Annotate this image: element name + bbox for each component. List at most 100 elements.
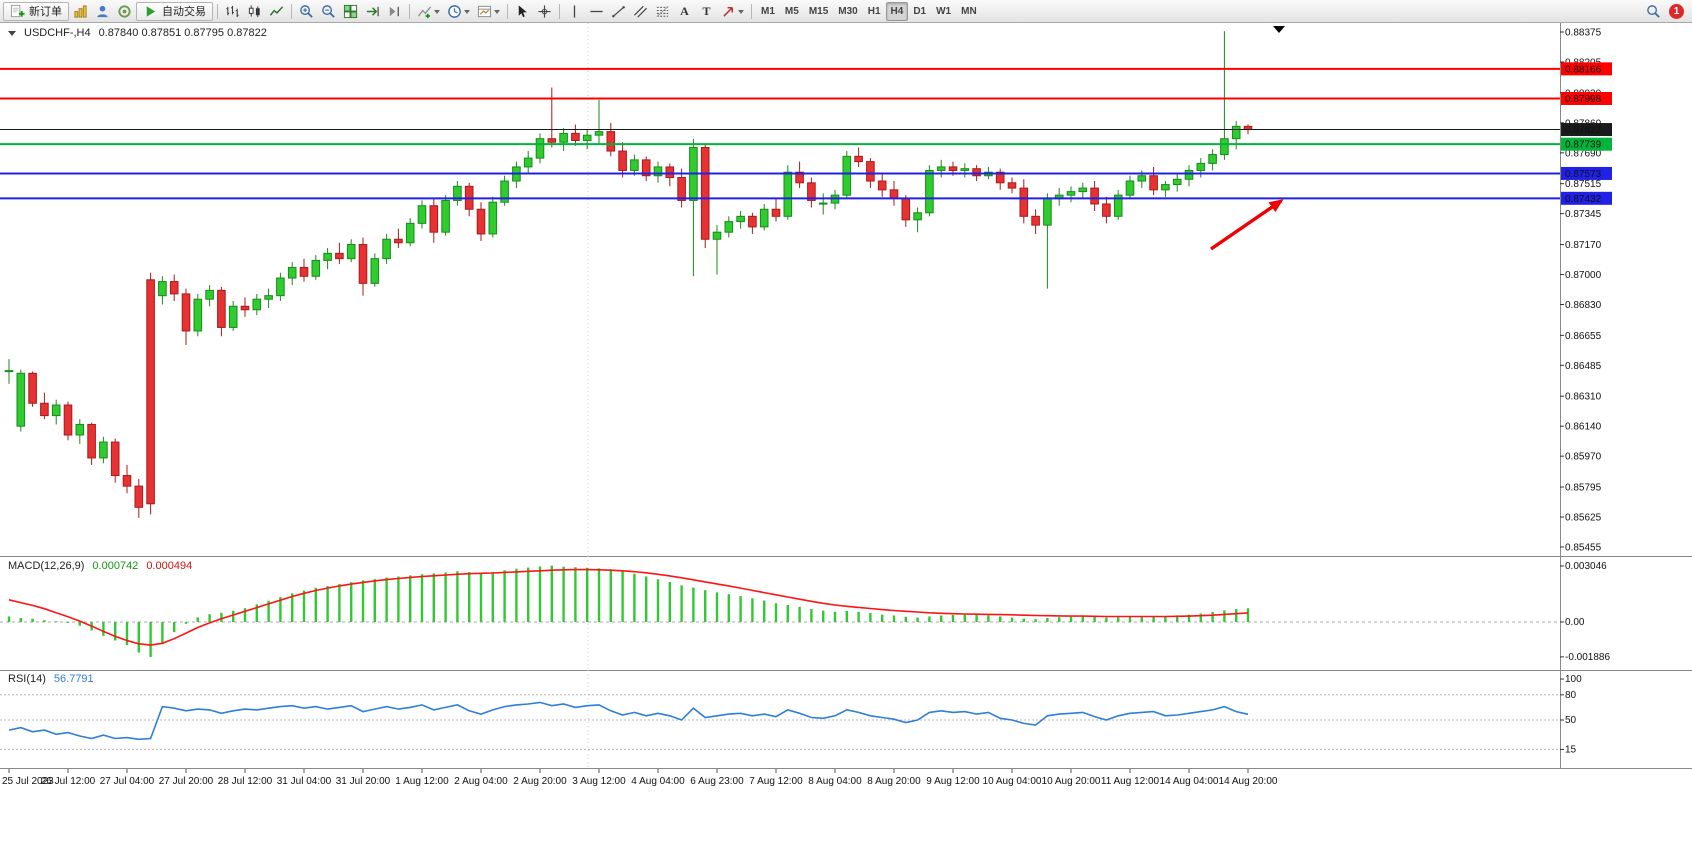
- candle-body: [75, 423, 85, 436]
- macd-histogram-bar: [562, 566, 565, 622]
- main-toolbar: 新订单 自动交易: [0, 0, 1692, 23]
- crosshair-button[interactable]: [534, 2, 555, 21]
- candle-body: [535, 138, 545, 159]
- search-button[interactable]: [1643, 2, 1664, 21]
- line-chart-mode-button[interactable]: [266, 2, 287, 21]
- macd-histogram-bar: [822, 610, 825, 622]
- market-watch-button[interactable]: [70, 2, 91, 21]
- macd-histogram-bar: [1223, 610, 1226, 622]
- auto-trading-button[interactable]: 自动交易: [136, 1, 213, 21]
- time-label: 6 Aug 23:00: [690, 776, 744, 787]
- bar-chart-mode-button[interactable]: [222, 2, 243, 21]
- price-axis-label: 0.87170: [1565, 240, 1602, 251]
- periods-button[interactable]: [444, 2, 473, 21]
- macd-histogram-bar: [786, 604, 789, 622]
- tf-button-H4[interactable]: H4: [885, 1, 909, 21]
- macd-histogram-bar: [373, 579, 376, 622]
- auto-trading-label: 自动交易: [162, 6, 206, 18]
- macd-histogram-bar: [1010, 617, 1014, 622]
- templates-button[interactable]: [474, 2, 503, 21]
- candle-body: [700, 147, 710, 240]
- rsi-line: [8, 701, 1249, 741]
- candle-body: [866, 161, 875, 182]
- macd-histogram-bar: [125, 622, 129, 646]
- macd-histogram-bar: [999, 616, 1002, 622]
- candle-body: [335, 252, 344, 260]
- macd-histogram-bar: [1235, 609, 1238, 622]
- auto-scroll-button[interactable]: [362, 2, 383, 21]
- trendline-tool-button[interactable]: [608, 2, 629, 21]
- horizontal-line-tool-button[interactable]: [586, 2, 607, 21]
- candle-body: [476, 208, 486, 235]
- macd-histogram-bar: [763, 600, 766, 622]
- macd-histogram-bar: [1199, 613, 1202, 622]
- candle-body: [759, 208, 769, 228]
- macd-histogram-bar: [987, 615, 990, 622]
- arrows-tool-button[interactable]: [718, 2, 747, 21]
- price-tag: [1561, 137, 1612, 151]
- candlestick-chart-icon: [248, 4, 260, 17]
- fibonacci-tool-button[interactable]: [652, 2, 673, 21]
- price-axis-label: 0.85455: [1565, 543, 1602, 554]
- candle-body: [382, 238, 391, 260]
- label-tool-button[interactable]: T: [696, 2, 717, 21]
- candlestick-mode-button[interactable]: [244, 2, 265, 21]
- tile-windows-button[interactable]: [340, 2, 361, 21]
- candle-body: [169, 281, 179, 295]
- macd-histogram-bar: [1187, 614, 1191, 622]
- tf-button-D1[interactable]: D1: [913, 5, 927, 17]
- time-label: 14 Aug 20:00: [1219, 776, 1278, 787]
- tf-button-W1[interactable]: W1: [936, 5, 952, 17]
- zoom-in-button[interactable]: [296, 2, 317, 21]
- macd-histogram-bar: [904, 616, 907, 622]
- channel-tool-button[interactable]: [630, 2, 651, 21]
- zoom-out-icon: [322, 4, 335, 18]
- terminal-button[interactable]: [114, 2, 135, 21]
- tf-button-M5[interactable]: M5: [784, 5, 799, 17]
- candle-body: [748, 215, 757, 228]
- trend-arrow-annotation[interactable]: [1210, 199, 1284, 251]
- tf-button-M30[interactable]: M30: [838, 5, 858, 17]
- candle-body: [783, 171, 793, 217]
- candle-body: [606, 131, 616, 152]
- chart-shift-button[interactable]: [384, 2, 405, 21]
- label-tool-icon: T: [702, 3, 711, 18]
- macd-axis-label: 0.00: [1565, 617, 1585, 628]
- time-label: 10 Aug 20:00: [1042, 776, 1101, 787]
- cursor-button[interactable]: [512, 2, 533, 21]
- navigator-button[interactable]: [92, 2, 113, 21]
- macd-histogram-bar: [338, 584, 341, 622]
- tf-button-M15[interactable]: M15: [808, 5, 829, 17]
- price-axis-label: 0.86485: [1565, 361, 1602, 372]
- macd-histogram-bar: [881, 614, 884, 622]
- macd-histogram-bar: [1034, 619, 1037, 622]
- macd-panel[interactable]: 0.003046 0.00 -0.001886: [0, 556, 1692, 670]
- tf-button-M1[interactable]: M1: [761, 5, 775, 17]
- indicators-icon: [417, 5, 432, 18]
- notification-badge[interactable]: 1: [1669, 3, 1684, 19]
- candle-body: [405, 222, 415, 244]
- vertical-line-tool-button[interactable]: [564, 2, 585, 21]
- macd-histogram-bar: [538, 566, 542, 622]
- tf-button-H1[interactable]: H1: [867, 5, 881, 17]
- zoom-out-button[interactable]: [318, 2, 339, 21]
- macd-histogram-bar: [66, 622, 70, 623]
- main-chart-panel[interactable]: 0.883750.882050.880300.878600.876900.875…: [0, 23, 1692, 556]
- rsi-panel[interactable]: 100 80 50 15: [0, 670, 1692, 768]
- indicators-button[interactable]: [414, 2, 443, 21]
- text-tool-button[interactable]: A: [674, 2, 695, 21]
- macd-histogram-bar: [1093, 616, 1096, 622]
- macd-histogram-bar: [420, 574, 424, 622]
- zoom-in-icon: [300, 4, 313, 18]
- chevron-down-icon: [464, 9, 470, 17]
- time-label: 8 Aug 04:00: [808, 776, 862, 787]
- chart-shift-marker-icon[interactable]: [1273, 26, 1285, 33]
- tf-button-MN[interactable]: MN: [961, 5, 977, 17]
- macd-histogram-bar: [609, 569, 612, 622]
- new-order-button[interactable]: 新订单: [3, 1, 69, 21]
- price-tag-label: 0.87573: [1565, 169, 1602, 180]
- candle-body: [417, 205, 427, 224]
- candle-body: [358, 244, 368, 284]
- candle-body: [995, 171, 1005, 184]
